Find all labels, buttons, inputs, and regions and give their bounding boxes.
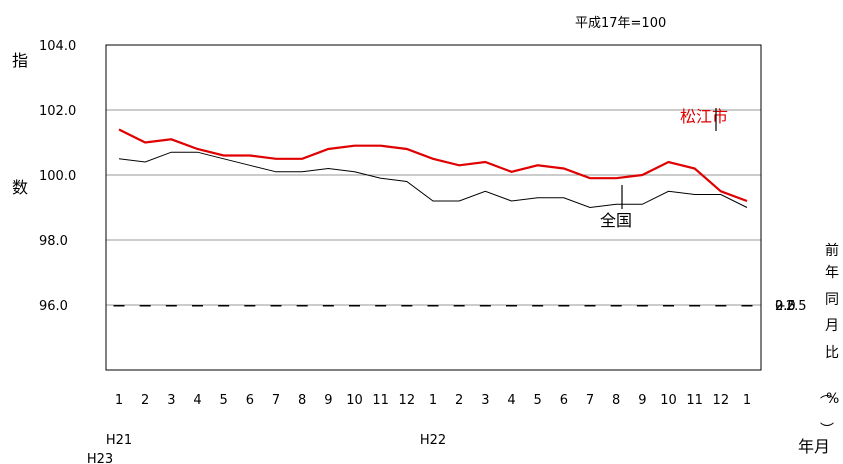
x-tick-label: 12 bbox=[713, 393, 730, 408]
year-label: H22 bbox=[420, 433, 446, 448]
y-tick-label-left: 102.0 bbox=[39, 104, 76, 119]
yoy-bar bbox=[584, 305, 596, 307]
y-label-right-char: 年 bbox=[825, 265, 839, 281]
y-label-right-char: 比 bbox=[825, 345, 839, 361]
series-line-national bbox=[118, 151, 748, 209]
x-tick-label: 5 bbox=[220, 393, 228, 408]
x-tick-label: 8 bbox=[612, 393, 620, 408]
yoy-bar bbox=[427, 305, 439, 307]
x-tick-label: 10 bbox=[346, 393, 363, 408]
yoy-bar bbox=[532, 305, 544, 307]
y-label-right-char: 同 bbox=[825, 292, 839, 308]
yoy-bar bbox=[270, 305, 282, 307]
x-axis-ticks: 1 2 3 4 5 6 7 8 9 10 11 12 1 2 3 4 5 6 7 8 9 10 11 12 1 bbox=[115, 393, 751, 408]
x-tick-label: 4 bbox=[193, 393, 201, 408]
yoy-bar bbox=[322, 305, 334, 307]
x-tick-label: 7 bbox=[586, 393, 594, 408]
x-tick-label: 5 bbox=[534, 393, 542, 408]
y-label-right-char: ） bbox=[818, 422, 834, 436]
yoy-bar bbox=[715, 305, 727, 307]
series-line-matsue bbox=[118, 128, 748, 203]
y-axis-right-ticks: 2.50.0−2.5 bbox=[775, 299, 807, 314]
y-tick-label-right: 2.5 bbox=[775, 299, 796, 314]
yoy-bar bbox=[401, 305, 413, 307]
yoy-bars bbox=[113, 305, 753, 307]
x-tick-label: 4 bbox=[507, 393, 515, 408]
y-tick-label-left: 104.0 bbox=[39, 39, 76, 54]
y-tick-label-left: 100.0 bbox=[39, 169, 76, 184]
x-tick-label: 11 bbox=[372, 393, 389, 408]
yoy-bar bbox=[244, 305, 256, 307]
yoy-bar bbox=[349, 305, 360, 307]
y-label-left-2: 数 bbox=[12, 178, 28, 197]
x-tick-label: 9 bbox=[638, 393, 646, 408]
legend-label-matsue: 松江市 bbox=[680, 107, 728, 126]
x-tick-label: 9 bbox=[324, 393, 332, 408]
legend-label-national: 全国 bbox=[600, 211, 632, 230]
y-tick-label-left: 96.0 bbox=[39, 299, 68, 314]
x-tick-label: 11 bbox=[686, 393, 703, 408]
x-tick-label: 12 bbox=[399, 393, 416, 408]
yoy-bar bbox=[479, 305, 491, 307]
year-label: H23 bbox=[87, 452, 113, 464]
yoy-bar bbox=[192, 305, 203, 307]
y-tick-label-right: 0.0 bbox=[775, 299, 796, 314]
base-note: 平成17年=100 bbox=[575, 16, 666, 31]
yoy-bar bbox=[741, 305, 753, 307]
y-label-right-char: 前 bbox=[825, 242, 839, 259]
y-tick-label-right: −2.5 bbox=[775, 299, 807, 314]
y-axis-left-ticks: 104.0 102.0 100.0 98.0 96.0 bbox=[39, 39, 76, 314]
year-label: H21 bbox=[106, 433, 132, 448]
yoy-bar bbox=[610, 305, 622, 307]
y-label-left-1: 指 bbox=[12, 51, 28, 70]
y-label-right-char: % bbox=[826, 391, 839, 407]
yoy-bar bbox=[165, 305, 177, 307]
x-tick-label: 3 bbox=[167, 393, 175, 408]
x-tick-label: 3 bbox=[481, 393, 489, 408]
yoy-bar bbox=[218, 305, 230, 307]
yoy-bar bbox=[558, 305, 570, 307]
yoy-bar bbox=[689, 305, 701, 307]
y-label-right: 前 年 同 月 比 （ % ） bbox=[818, 242, 839, 436]
x-tick-label: 2 bbox=[141, 393, 149, 408]
yoy-bar bbox=[375, 305, 387, 307]
y-tick-label-left: 98.0 bbox=[39, 234, 68, 249]
x-tick-label: 10 bbox=[660, 393, 677, 408]
x-tick-label: 1 bbox=[743, 393, 751, 408]
plot-frame bbox=[105, 44, 762, 371]
x-tick-label: 6 bbox=[246, 393, 254, 408]
year-labels: H21 H22 H23 bbox=[87, 433, 446, 464]
y-label-right-char: 月 bbox=[825, 318, 839, 334]
yoy-bar bbox=[113, 305, 125, 307]
yoy-bar bbox=[636, 305, 648, 307]
x-tick-label: 2 bbox=[455, 393, 463, 408]
x-tick-label: 1 bbox=[429, 393, 437, 408]
yoy-bar bbox=[296, 305, 308, 307]
yoy-bar bbox=[506, 305, 517, 307]
yoy-bar bbox=[453, 305, 465, 307]
x-tick-label: 1 bbox=[115, 393, 123, 408]
x-axis-label: 年月 bbox=[798, 437, 830, 456]
x-tick-label: 8 bbox=[298, 393, 306, 408]
x-tick-label: 6 bbox=[560, 393, 568, 408]
yoy-bar bbox=[139, 305, 151, 307]
series-lines bbox=[118, 128, 748, 209]
yoy-bar bbox=[663, 305, 674, 307]
x-tick-label: 7 bbox=[272, 393, 280, 408]
y-label-right-char: （ bbox=[818, 385, 834, 399]
gridlines bbox=[106, 109, 761, 306]
